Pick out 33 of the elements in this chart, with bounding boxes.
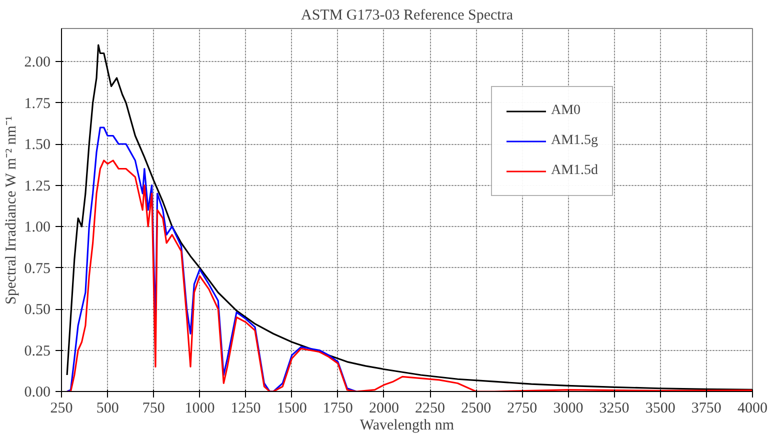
x-tick-label: 1000 [184, 400, 215, 416]
x-tick-label: 4000 [738, 400, 768, 416]
x-tick-label: 2250 [415, 400, 446, 416]
x-tick-label: 3000 [553, 400, 584, 416]
x-tick-label: 2000 [368, 400, 399, 416]
line-series [66, 126, 358, 392]
y-axis-title: Spectral Irradiance W m⁻² nm⁻¹ [3, 116, 20, 304]
y-tick-label: 1.25 [24, 178, 50, 194]
y-tick-label: 0.00 [24, 384, 50, 400]
y-tick-label: 2.00 [24, 54, 50, 70]
x-tick-label: 750 [142, 400, 165, 416]
x-tick-label: 500 [96, 400, 119, 416]
y-tick-label: 1.75 [24, 96, 50, 112]
y-tick-label: 0.75 [24, 260, 50, 277]
x-tick-label: 250 [50, 400, 73, 416]
chart-title: ASTM G173-03 Reference Spectra [300, 8, 514, 24]
y-tick-label: 0.50 [24, 302, 50, 318]
legend-label: AM0 [551, 103, 581, 119]
line-series [66, 160, 752, 392]
x-tick-label: 3500 [645, 400, 676, 416]
x-tick-label: 2500 [461, 400, 492, 416]
x-tick-label: 3250 [599, 400, 630, 416]
legend-label: AM1.5g [551, 133, 598, 149]
x-tick-label: 3750 [691, 400, 722, 416]
x-tick-label: 2750 [507, 400, 538, 416]
legend-label: AM1.5d [551, 163, 598, 179]
x-axis-title: Wavelength nm [360, 418, 454, 434]
y-tick-label: 1.00 [24, 220, 50, 236]
x-tick-label: 1750 [322, 400, 353, 416]
y-tick-label: 1.50 [24, 137, 50, 153]
x-tick-label: 1500 [276, 400, 307, 416]
y-tick-label: 0.25 [24, 343, 50, 360]
x-tick-label: 1250 [230, 400, 261, 416]
